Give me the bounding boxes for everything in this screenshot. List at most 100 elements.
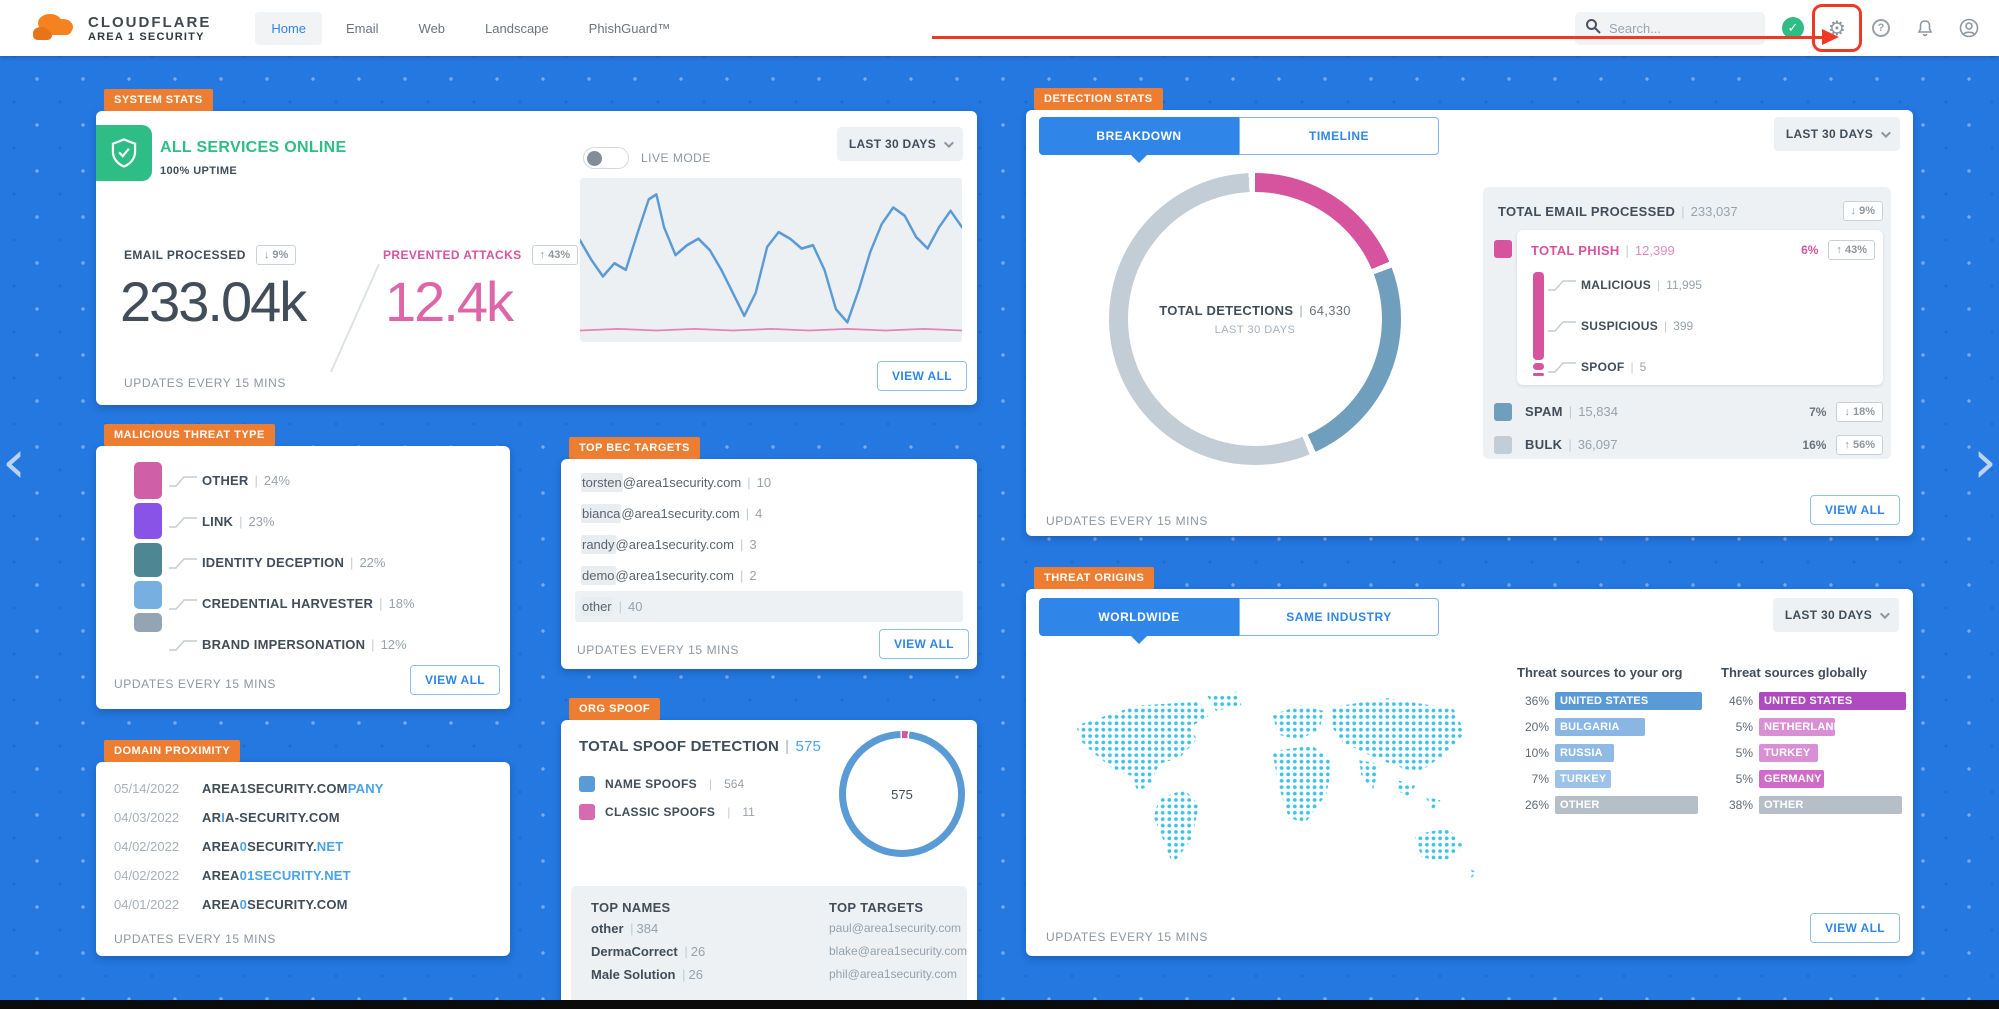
global-list-title: Threat sources globally [1721,665,1867,680]
services-shield-icon [96,125,152,181]
domain-row[interactable]: 04/01/2022 AREA0SECURITY.COM [114,890,496,919]
connector-line [169,475,197,487]
bec-target-row[interactable]: bianca@area1security.com | 4 [581,504,763,523]
nav-item-home[interactable]: Home [255,11,323,45]
bec-target-row[interactable]: other | 40 [575,591,963,622]
bec-target-row[interactable]: torsten@area1security.com | 10 [581,473,772,492]
bec-target-email: other [581,597,613,616]
org-spoof-card: ORG SPOOF TOTAL SPOOF DETECTION | 575 NAME… [561,698,977,1009]
services-status-text: ALL SERVICES ONLINE [160,139,347,156]
spam-bulk-rows: SPAM | 15,834 7% ↓ 18% BULK | 36,097 16% ↑ 56% [1494,395,1883,461]
card-badge: DETECTION STATS [1034,88,1163,110]
live-mode-toggle[interactable]: LIVE MODE [583,147,711,169]
domain-date: 05/14/2022 [114,781,180,796]
tab-breakdown[interactable]: BREAKDOWN [1039,117,1239,155]
bec-target-count: 40 [628,599,643,614]
brand-logo[interactable]: CLOUDFLARE AREA 1 SECURITY [30,10,211,47]
view-all-button[interactable]: VIEW ALL [879,629,969,659]
view-all-button[interactable]: VIEW ALL [1810,913,1900,943]
view-all-button[interactable]: VIEW ALL [410,665,500,695]
domain-row[interactable]: 04/02/2022 AREA0SECURITY.NET [114,832,496,861]
origin-bar: UNITED STATES [1555,692,1702,710]
range-dropdown[interactable]: LAST 30 DAYS [1773,117,1900,151]
domain-row[interactable]: 04/03/2022 ARIA-SECURITY.COM [114,803,496,832]
domain-row[interactable]: 05/14/2022 AREA1SECURITY.COMPANY [114,774,496,803]
total-phish-label: TOTAL PHISH [1531,242,1620,258]
connector-line [1548,361,1576,373]
notifications-button[interactable] [1913,16,1937,40]
bottom-black-bar [0,1000,1999,1009]
updates-note: UPDATES EVERY 15 MINS [124,376,286,390]
origin-row-other: 26% OTHER [1517,796,1702,814]
total-email-value: 233,037 [1690,203,1738,219]
threat-type-pct: 18% [388,596,415,611]
email-processed-label: EMAIL PROCESSED [124,248,246,262]
search-input[interactable] [1609,20,1739,36]
carousel-prev-chevron[interactable]: ‹ [2,427,26,497]
prevented-attacks-delta: ↑ 43% [531,245,579,265]
active-tab-pointer [1131,636,1147,644]
protection-status-icon[interactable]: ✓ [1781,16,1805,40]
threat-type-row-other: OTHER | 24% [168,460,415,501]
range-dropdown[interactable]: LAST 30 DAYS [1772,598,1899,632]
threat-type-label: CREDENTIAL HARVESTER [202,596,374,611]
nav-item-email[interactable]: Email [346,20,379,36]
toggle-switch[interactable] [583,147,629,169]
origin-row-russia: 10% RUSSIA [1517,744,1702,762]
nav-item-phishguard[interactable]: PhishGuard™ [588,20,671,36]
threat-type-label: IDENTITY DECEPTION [202,555,345,570]
carousel-next-chevron[interactable]: › [1973,427,1997,497]
tab-worldwide[interactable]: WORLDWIDE [1039,598,1239,636]
card-badge: SYSTEM STATS [104,89,213,111]
card-badge: ORG SPOOF [569,698,661,720]
origin-pct: 36% [1524,694,1549,708]
detections-donut-chart: TOTAL DETECTIONS | 64,330 LAST 30 DAYS [1109,173,1401,465]
phish-sub-malicious: MALICIOUS | 11,995 [1547,264,1702,305]
connector-line [169,516,197,528]
threat-type-segment-other [134,462,162,499]
origin-pct: 5% [1735,746,1753,760]
view-all-button[interactable]: VIEW ALL [1810,495,1900,525]
view-all-button[interactable]: VIEW ALL [877,361,967,391]
origin-pct: 26% [1524,798,1549,812]
search-box[interactable] [1575,11,1765,45]
tab-timeline[interactable]: TIMELINE [1239,117,1439,155]
range-dropdown[interactable]: LAST 30 DAYS [836,127,963,161]
tab-same-industry[interactable]: SAME INDUSTRY [1239,598,1439,636]
domain-proximity-card: DOMAIN PROXIMITY 05/14/2022 AREA1SECURITY… [96,740,510,956]
account-button[interactable] [1957,16,1981,40]
threat-type-row-brand-impersonation: BRAND IMPERSONATION | 12% [168,624,415,665]
bec-target-row[interactable]: demo@area1security.com | 2 [581,566,757,585]
main-nav: Home Email Web Landscape PhishGuard™ [255,11,686,45]
bec-target-count: 10 [756,475,772,490]
threat-type-segment-link [134,503,162,539]
annotation-arrow-line [932,36,1823,39]
traffic-line-chart [578,178,964,342]
bec-target-row[interactable]: randy@area1security.com | 3 [581,535,757,554]
origin-bar: RUSSIA [1555,744,1614,762]
world-dot-map [1048,689,1482,899]
top-target-row: blake@area1security.com [829,944,968,958]
card-badge: THREAT ORIGINS [1034,567,1155,589]
phish-sub-list: MALICIOUS | 11,995 SUSPICIOUS | 399 SPOOF | 5 [1547,264,1702,387]
help-button[interactable]: ? [1869,16,1893,40]
nav-item-web[interactable]: Web [418,20,446,36]
donut-center-label: TOTAL DETECTIONS | 64,330 [1159,302,1351,318]
chevron-down-icon [1880,127,1891,138]
card-badge: DOMAIN PROXIMITY [104,740,241,762]
origin-pct: 46% [1728,694,1753,708]
threat-type-segment-brand-impersonation [134,613,162,632]
origin-row-bulgaria: 20% BULGARIA [1517,718,1702,736]
nav-item-landscape[interactable]: Landscape [485,20,549,36]
origin-row-united-states: 36% UNITED STATES [1517,692,1702,710]
origin-bar: UNITED STATES [1759,692,1906,710]
domain-list: 05/14/2022 AREA1SECURITY.COMPANY 04/03/202… [114,774,496,919]
domain-row[interactable]: 04/02/2022 AREA01SECURITY.NET [114,861,496,890]
chevron-down-icon [1879,608,1890,619]
origin-pct: 38% [1728,798,1753,812]
phish-color-square [1494,240,1512,258]
top-target-row: phil@area1security.com [829,967,958,981]
top-target-row: paul@area1security.com [829,921,962,935]
bec-target-email: randy@area1security.com [581,535,734,554]
